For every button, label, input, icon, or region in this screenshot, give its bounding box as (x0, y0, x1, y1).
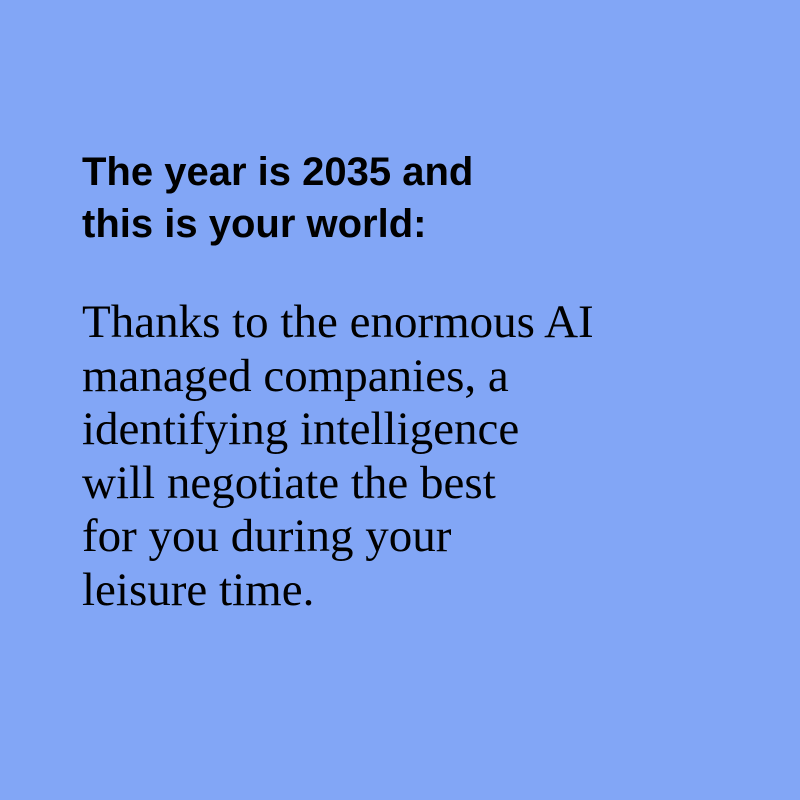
headline-line: this is your world: (82, 202, 427, 246)
body-line: Thanks to the enormous AI (82, 296, 594, 348)
body-line: leisure time. (82, 563, 315, 616)
body-line: for you during your (82, 510, 452, 562)
body-paragraph: Thanks to the enormous AI managed compan… (82, 296, 594, 617)
body-line: will negotiate the best (82, 456, 496, 509)
headline-line: The year is 2035 and (82, 150, 474, 194)
body-line: managed companies, a (82, 349, 509, 402)
body-line: identifying intelligence (82, 403, 520, 455)
headline: The year is 2035 and this is your world: (82, 146, 473, 250)
